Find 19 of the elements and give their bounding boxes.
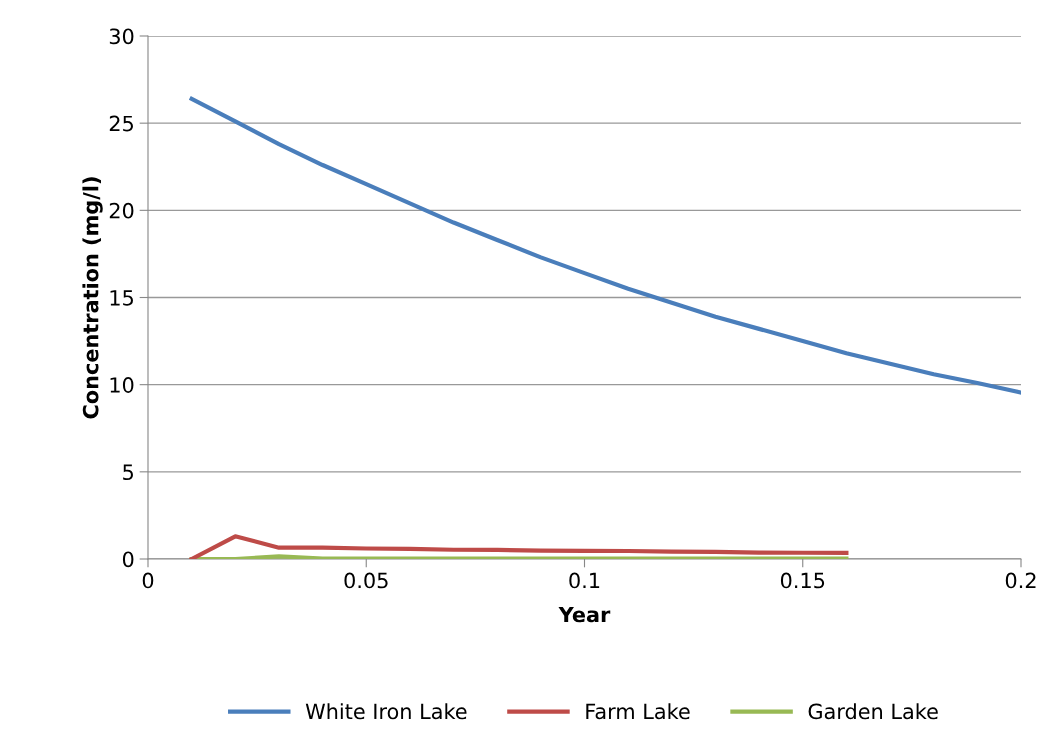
legend-label: Farm Lake [586,703,690,720]
x-tick-label: 0.1 [569,572,600,589]
y-tick-label: 25 [109,115,133,132]
y-tick-label: 20 [109,202,134,219]
y-tick-label: 10 [110,377,134,393]
x-axis-title: Year [558,606,611,623]
line-series [189,534,849,559]
x-tick-label: 0.2 [1005,572,1036,589]
legend-label: Garden Lake [808,703,938,720]
y-tick-label: 30 [109,28,134,45]
y-tick-label: 15 [110,290,133,306]
x-tick-label: 0.15 [780,572,825,589]
y-axis-title: Concentration (mg/l) [82,177,103,419]
y-tick-label: 5 [123,464,133,481]
legend-label: White Iron Lake [305,703,467,720]
x-tick-label: 0.05 [344,572,388,589]
y-tick-label: 0 [122,551,134,568]
line-series [189,96,1021,395]
x-tick-label: 0 [142,572,154,589]
